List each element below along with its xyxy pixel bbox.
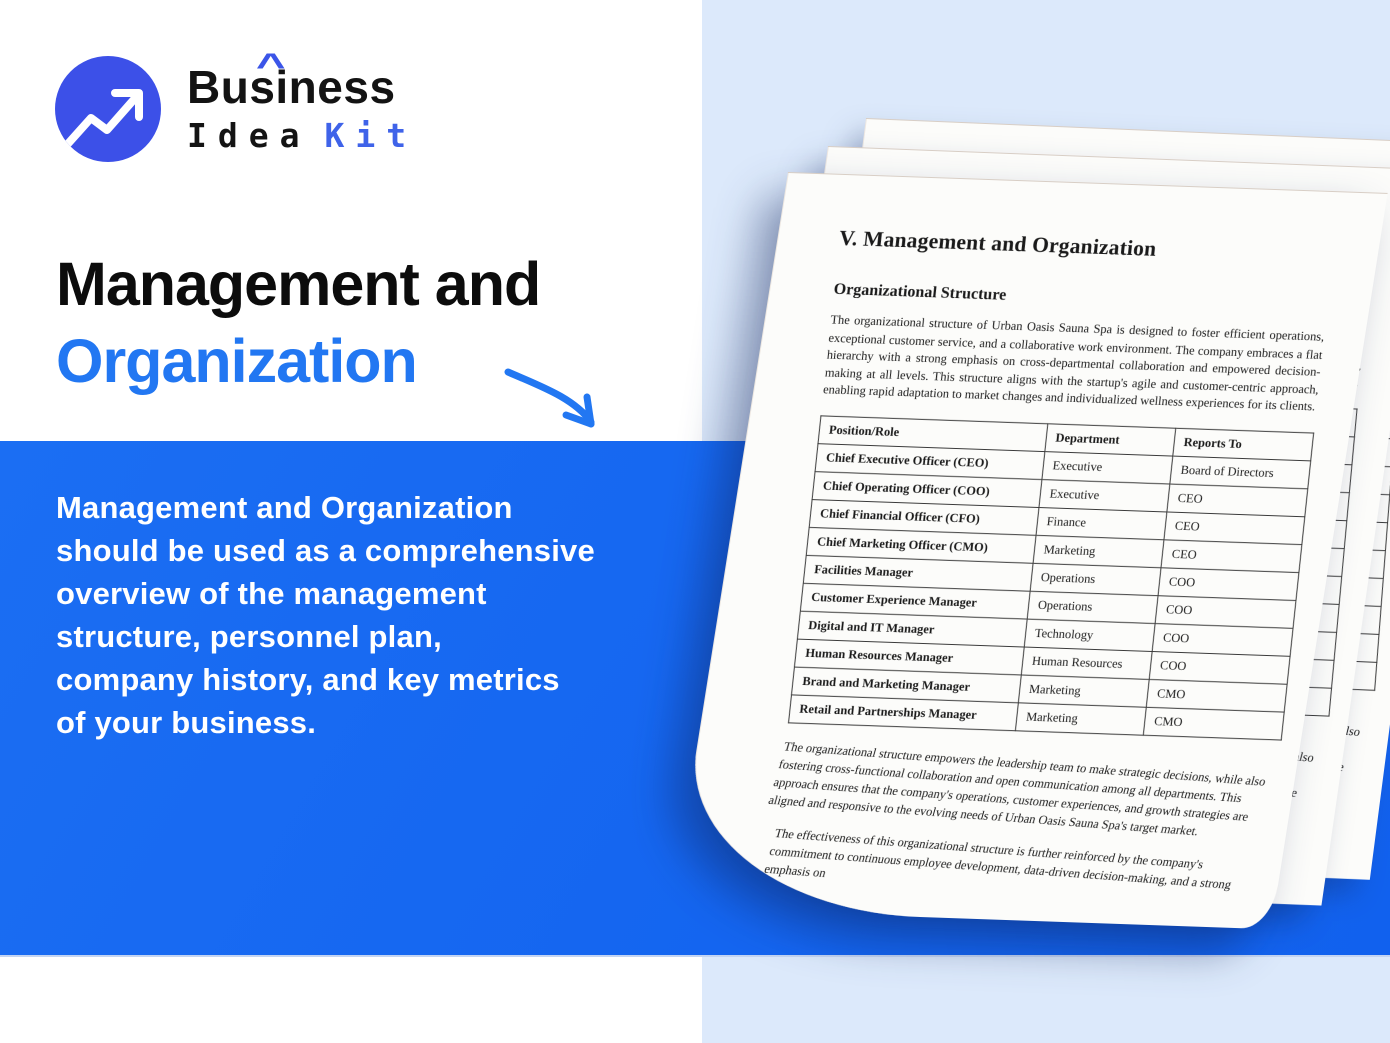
brand-wordmark: Business ^ Idea Kit <box>187 49 417 152</box>
table-cell: CMO <box>1143 707 1285 741</box>
brand-name-text: Business <box>187 61 396 113</box>
document-section-heading: Organizational Structure <box>832 280 1008 304</box>
page-title-line1: Management and <box>56 250 541 318</box>
table-cell: Marketing <box>1018 674 1150 708</box>
table-cell: Executive <box>1041 451 1173 485</box>
table-cell: Finance <box>1035 507 1167 540</box>
trending-up-arrow-icon <box>55 56 161 162</box>
page-title-line2: Organization <box>56 326 418 395</box>
document-intro-paragraph: The organizational structure of Urban Oa… <box>822 312 1326 414</box>
brand-idea-text: Idea <box>187 116 311 155</box>
section-description: Management and Organization should be us… <box>56 490 595 741</box>
brand-caret-accent: ^ <box>255 47 287 85</box>
curved-arrow-icon <box>504 368 595 428</box>
table-cell: Marketing <box>1015 702 1147 736</box>
brand-subname: Idea Kit <box>187 119 417 152</box>
page-title: Management and Organization <box>56 246 541 400</box>
org-structure-table: Position/Role Department Reports To Chie… <box>788 415 1314 741</box>
brand-logo: Business ^ Idea Kit <box>55 49 417 162</box>
table-cell: Marketing <box>1032 535 1164 568</box>
brand-name: Business ^ <box>187 49 417 113</box>
table-cell: Human Resources <box>1021 647 1153 680</box>
table-header-department: Department <box>1044 423 1176 457</box>
document-content: V. Management and Organization Organizat… <box>714 172 1388 898</box>
table-cell: Operations <box>1026 591 1158 624</box>
table-cell: Executive <box>1038 479 1170 512</box>
table-cell: Technology <box>1023 619 1156 652</box>
table-cell: Operations <box>1029 563 1161 596</box>
document-title: V. Management and Organization <box>837 225 1158 261</box>
paper-page-front: V. Management and Organization Organizat… <box>671 172 1388 930</box>
brand-kit-text: Kit <box>324 116 418 155</box>
